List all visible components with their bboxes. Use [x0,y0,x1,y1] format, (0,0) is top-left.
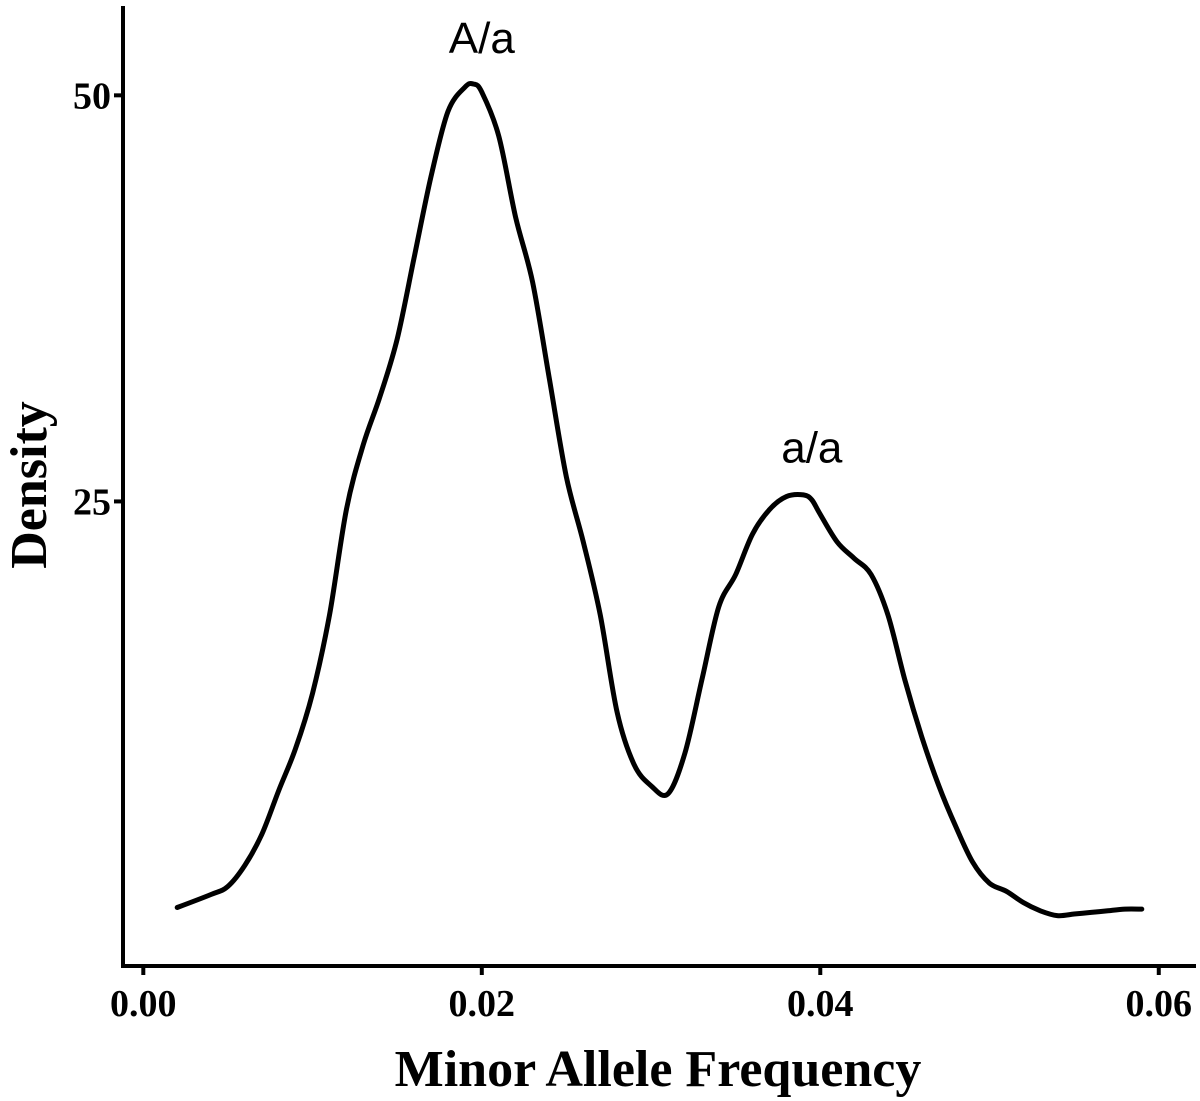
peak-label: A/a [449,14,516,63]
x-tick-label: 0.06 [1126,983,1193,1025]
x-ticks: 0.00 0.02 0.04 0.06 [110,966,1192,1025]
peak-annotations: A/a a/a [449,14,843,472]
y-tick-label: 50 [73,75,111,117]
y-axis-title: Density [1,401,58,569]
x-axis-title: Minor Allele Frequency [395,1041,922,1098]
y-ticks: 25 50 [73,75,123,523]
x-tick-label: 0.00 [110,983,177,1025]
y-tick-label: 25 [73,481,111,523]
x-tick-label: 0.02 [449,983,516,1025]
axes [121,6,1196,968]
peak-label: a/a [781,423,843,472]
density-curve [174,80,1145,919]
x-tick-label: 0.04 [787,983,854,1025]
